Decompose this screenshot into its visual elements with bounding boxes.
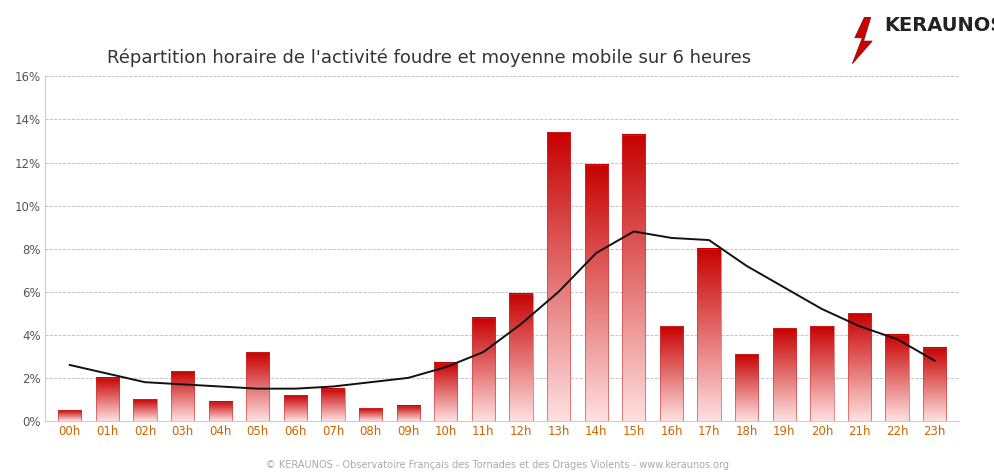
Bar [622,135,645,421]
Bar [660,326,683,421]
Bar [133,399,157,421]
Bar [923,348,946,421]
Bar [58,410,82,421]
Bar [171,371,194,421]
Bar [584,165,608,421]
Polygon shape [853,17,873,64]
Bar [321,388,345,421]
Bar [698,249,721,421]
Bar [434,363,457,421]
Bar [547,133,571,421]
Bar [209,402,232,421]
Bar [772,329,796,421]
Text: © KERAUNOS - Observatoire Français des Tornades et des Orages Violents - www.ker: © KERAUNOS - Observatoire Français des T… [265,460,729,470]
Bar [848,313,871,421]
Bar [359,408,383,421]
Bar [397,406,419,421]
Bar [810,326,834,421]
Bar [509,294,533,421]
Bar [283,395,307,421]
Title: Répartition horaire de l'activité foudre et moyenne mobile sur 6 heures: Répartition horaire de l'activité foudre… [107,48,751,67]
Bar [735,354,758,421]
Text: KERAUNOS: KERAUNOS [885,17,994,35]
Bar [472,318,495,421]
Bar [247,352,269,421]
Bar [886,335,909,421]
Bar [95,378,119,421]
